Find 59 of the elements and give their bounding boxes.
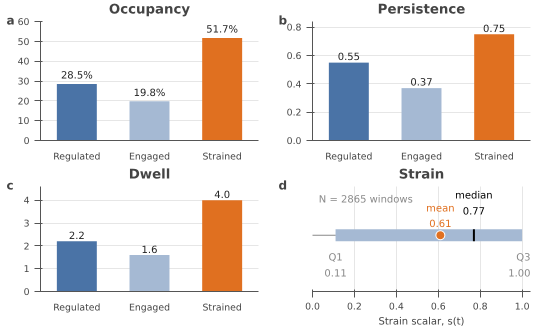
data-label: 0.37 bbox=[410, 78, 433, 89]
x-tick-label: Strained bbox=[474, 152, 514, 162]
y-tick-label: 0 bbox=[24, 287, 30, 298]
text: c bbox=[6, 178, 14, 192]
y-tick-label: 50 bbox=[18, 36, 30, 48]
x-tick-label: 0.6 bbox=[430, 302, 446, 312]
y-tick-label: 10 bbox=[18, 116, 30, 128]
annotation: Q1 bbox=[328, 252, 343, 264]
x-tick-label: 0.2 bbox=[347, 302, 362, 312]
x-tick-label: Engaged bbox=[128, 152, 170, 162]
x-tick-label: Regulated bbox=[53, 152, 101, 162]
y-tick-label: 0.6 bbox=[286, 51, 302, 62]
x-tick-label: Strained bbox=[202, 302, 242, 314]
y-tick-label: 20 bbox=[18, 96, 30, 108]
data-label: 2.2 bbox=[68, 231, 85, 242]
y-tick-label: 40 bbox=[18, 56, 30, 68]
y-tick-label: 3 bbox=[24, 218, 30, 230]
chart-title: Strain bbox=[398, 168, 444, 182]
annotation: Q3 bbox=[516, 252, 530, 264]
annotation: 0.61 bbox=[429, 219, 452, 230]
y-tick-label: 4 bbox=[24, 196, 30, 207]
chart-title: Dwell bbox=[128, 168, 170, 182]
x-tick-label: Regulated bbox=[53, 302, 101, 314]
x-tick-label: 0.8 bbox=[472, 302, 488, 312]
x-tick-label: Strained bbox=[202, 152, 242, 162]
x-tick-label: 0.0 bbox=[305, 302, 320, 312]
x-tick-label: Regulated bbox=[325, 152, 373, 162]
y-tick-label: 0 bbox=[24, 136, 30, 147]
y-tick-label: 0.0 bbox=[286, 136, 302, 147]
y-tick-label: 60 bbox=[18, 17, 30, 28]
y-tick-label: 2 bbox=[24, 241, 30, 252]
text: a bbox=[6, 14, 15, 28]
x-tick-label: 0.4 bbox=[388, 302, 404, 312]
x-axis-title: Strain scalar, s(t) bbox=[378, 316, 465, 328]
y-tick-label: 30 bbox=[18, 76, 30, 88]
data-label: 1.6 bbox=[142, 244, 158, 256]
data-label: 4.0 bbox=[214, 190, 230, 202]
y-tick-label: 0.4 bbox=[286, 79, 302, 90]
data-label: 19.8% bbox=[134, 88, 166, 99]
y-tick-label: 0.2 bbox=[286, 108, 302, 119]
annotation: median bbox=[455, 190, 493, 202]
text: b bbox=[278, 14, 288, 28]
x-tick-label: Engaged bbox=[400, 152, 442, 162]
annotation: 1.00 bbox=[508, 268, 530, 280]
data-label: 28.5% bbox=[60, 70, 93, 82]
data-label: 0.55 bbox=[338, 52, 360, 64]
y-tick-label: 0.8 bbox=[286, 22, 302, 34]
data-label: 0.75 bbox=[483, 24, 506, 35]
data-label: 51.7% bbox=[206, 24, 238, 36]
annotation: 0.77 bbox=[462, 206, 486, 218]
y-tick-label: 1 bbox=[24, 264, 30, 276]
annotation: N = 2865 windows bbox=[318, 194, 413, 206]
chart-title: Occupancy bbox=[108, 2, 190, 18]
x-tick-label: Engaged bbox=[128, 302, 170, 314]
chart-title: Persistence bbox=[378, 2, 466, 18]
x-tick-label: 1.0 bbox=[514, 302, 530, 312]
annotation: 0.11 bbox=[324, 268, 347, 280]
text: d bbox=[278, 178, 288, 192]
annotation: mean bbox=[426, 204, 455, 215]
